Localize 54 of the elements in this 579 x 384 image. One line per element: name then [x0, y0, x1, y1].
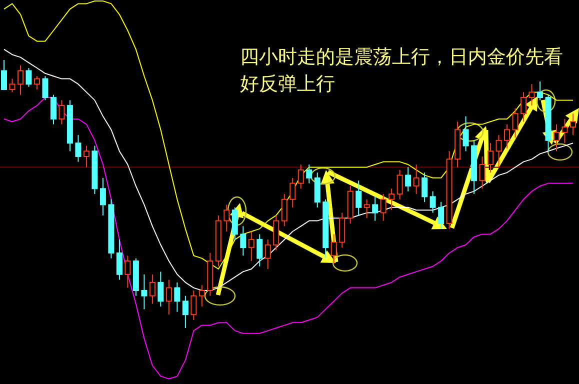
candlestick	[166, 279, 172, 316]
candlestick	[9, 78, 16, 93]
candlestick	[141, 274, 148, 310]
candlestick	[26, 68, 32, 88]
candlestick	[158, 271, 164, 308]
candlestick	[380, 194, 386, 222]
candlestick	[479, 156, 486, 190]
candlestick	[512, 108, 518, 138]
candlestick	[422, 172, 428, 203]
candlestick	[562, 118, 568, 144]
candlestick	[149, 274, 156, 304]
candlestick	[430, 190, 436, 214]
candlestick	[34, 76, 40, 90]
candlestick	[17, 64, 24, 96]
candlestick	[356, 180, 362, 216]
candlestick	[248, 231, 254, 262]
annotation: 四小时走的是震荡上行，日内金价先看好反弹上行	[240, 45, 564, 97]
candlestick	[182, 295, 188, 328]
candlestick	[570, 113, 576, 136]
candlestick	[488, 142, 494, 174]
candlestick	[496, 134, 502, 168]
candlestick	[190, 290, 197, 320]
candlestick	[100, 177, 106, 216]
candlestick	[240, 226, 246, 256]
candlestick	[520, 92, 527, 122]
candlestick	[75, 134, 82, 162]
candlestick	[174, 282, 180, 312]
candlestick	[462, 116, 469, 152]
candlestick	[388, 188, 395, 211]
candlestick	[281, 194, 288, 227]
candlestick	[298, 164, 304, 190]
candlestick	[1, 60, 7, 90]
candlestick	[290, 177, 296, 208]
candlestick	[116, 239, 122, 280]
candlestick	[364, 198, 370, 219]
candlestick	[256, 234, 263, 267]
candlestick	[372, 196, 378, 222]
candlestick	[504, 124, 510, 149]
candlestick	[264, 239, 271, 270]
candlestick	[42, 76, 48, 101]
candlestick	[306, 164, 312, 184]
candlestick	[330, 234, 337, 264]
candlestick	[224, 204, 230, 232]
candlestick	[405, 166, 412, 192]
candlestick	[528, 84, 535, 106]
candlestick	[396, 169, 403, 200]
candlestick	[198, 284, 205, 308]
candlestick	[83, 145, 90, 168]
candlestick	[413, 164, 420, 194]
candlestick	[438, 202, 444, 230]
candlestick	[554, 124, 560, 152]
candlestick	[124, 255, 131, 288]
candlestick	[50, 94, 56, 125]
candlestick	[58, 100, 65, 125]
